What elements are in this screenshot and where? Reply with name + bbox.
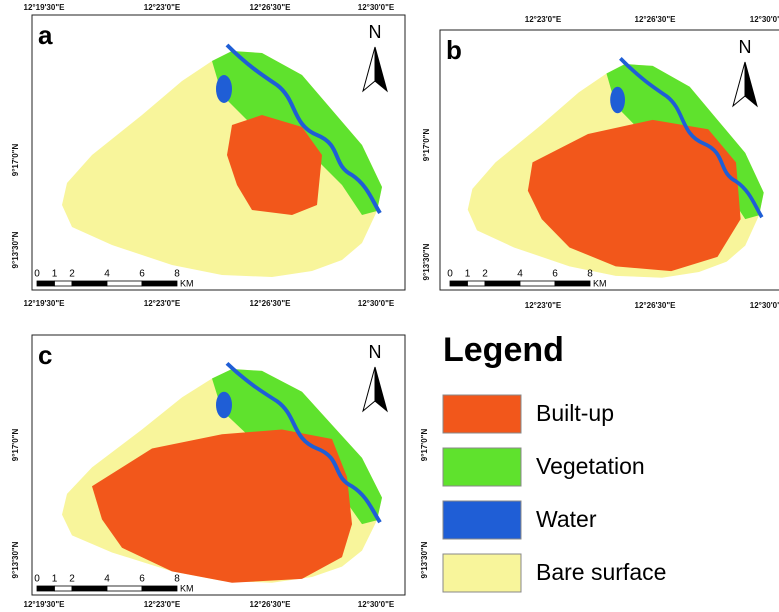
coordinate-label: 12°23'0"E [525, 15, 562, 24]
scale-label: 0 [447, 269, 453, 280]
coordinate-label: 12°19'30"E [24, 600, 66, 609]
coordinate-label: 12°23'0"E [144, 299, 181, 308]
lake [610, 87, 625, 113]
legend-swatch [443, 501, 521, 539]
scale-segment [468, 281, 486, 286]
lake [216, 392, 232, 418]
figure: aN012468KM12°19'30"E12°23'0"E12°26'30"E1… [0, 0, 779, 612]
coordinate-label: 12°26'30"E [250, 299, 292, 308]
scale-segment [142, 586, 177, 591]
scale-label: 1 [465, 269, 471, 280]
scale-segment [72, 281, 107, 286]
coordinate-label: 12°30'0"E [358, 600, 395, 609]
scale-unit: KM [593, 278, 607, 288]
panel-label: c [38, 340, 52, 370]
coordinate-label: 12°26'30"E [635, 301, 677, 310]
scale-segment [55, 281, 73, 286]
scale-segment [37, 586, 55, 591]
coordinate-label: 12°19'30"E [24, 3, 66, 12]
coordinate-label: 9°13'30"N [11, 231, 20, 268]
scale-label: 2 [482, 269, 488, 280]
legend-swatch [443, 395, 521, 433]
coordinate-label: 12°23'0"E [144, 3, 181, 12]
scale-unit: KM [180, 278, 194, 288]
coordinate-label: 12°19'30"E [24, 299, 66, 308]
scale-segment [37, 281, 55, 286]
panel-label: a [38, 20, 53, 50]
north-label: N [369, 342, 382, 362]
coordinate-label: 12°26'30"E [250, 600, 292, 609]
legend-swatch [443, 448, 521, 486]
coordinate-label: 12°26'30"E [250, 3, 292, 12]
legend-label: Water [536, 506, 597, 532]
map-panel: bN012468KM12°23'0"E12°26'30"E12°30'0"E12… [422, 15, 779, 310]
lake [216, 75, 232, 103]
scale-segment [555, 281, 590, 286]
scale-segment [450, 281, 468, 286]
legend-title: Legend [443, 331, 564, 369]
scale-label: 1 [52, 574, 58, 585]
coordinate-label: 12°30'0"E [750, 301, 779, 310]
scale-label: 0 [34, 269, 40, 280]
coordinate-label: 12°23'0"E [144, 600, 181, 609]
coordinate-label: 12°26'30"E [635, 15, 677, 24]
scale-label: 2 [69, 269, 75, 280]
scale-label: 6 [139, 269, 145, 280]
coordinate-label: 9°13'30"N [11, 541, 20, 578]
panel-label: b [446, 35, 462, 65]
coordinate-label: 12°30'0"E [358, 299, 395, 308]
north-label: N [369, 22, 382, 42]
scale-label: 4 [104, 574, 110, 585]
scale-segment [55, 586, 73, 591]
coordinate-label: 9°13'30"N [420, 541, 429, 578]
legend-label: Bare surface [536, 559, 666, 585]
coordinate-label: 12°30'0"E [358, 3, 395, 12]
coordinate-label: 12°23'0"E [525, 301, 562, 310]
coordinate-label: 9°17'0"N [11, 144, 20, 177]
scale-segment [107, 281, 142, 286]
coordinate-label: 9°13'30"N [422, 243, 431, 280]
coordinate-label: 9°17'0"N [422, 129, 431, 162]
north-label: N [739, 37, 752, 57]
coordinate-label: 9°17'0"N [11, 429, 20, 462]
coordinate-label: 12°30'0"E [750, 15, 779, 24]
scale-unit: KM [180, 583, 194, 593]
scale-label: 2 [69, 574, 75, 585]
scale-label: 6 [139, 574, 145, 585]
coordinate-label: 9°17'0"N [420, 429, 429, 462]
scale-label: 1 [52, 269, 58, 280]
scale-label: 0 [34, 574, 40, 585]
scale-label: 6 [552, 269, 558, 280]
scale-segment [520, 281, 555, 286]
scale-label: 4 [104, 269, 110, 280]
scale-segment [107, 586, 142, 591]
legend-swatch [443, 554, 521, 592]
legend: Legend Built-up Vegetation Water Bare surfac… [443, 331, 666, 592]
legend-label: Vegetation [536, 453, 645, 479]
scale-segment [142, 281, 177, 286]
scale-segment [72, 586, 107, 591]
scale-label: 4 [517, 269, 523, 280]
legend-label: Built-up [536, 400, 614, 426]
scale-segment [485, 281, 520, 286]
